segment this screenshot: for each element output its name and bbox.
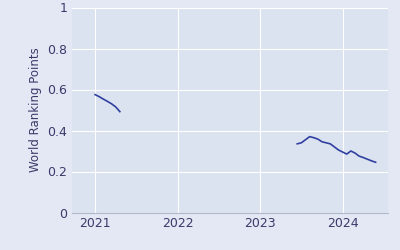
Y-axis label: World Ranking Points: World Ranking Points [28, 48, 42, 172]
